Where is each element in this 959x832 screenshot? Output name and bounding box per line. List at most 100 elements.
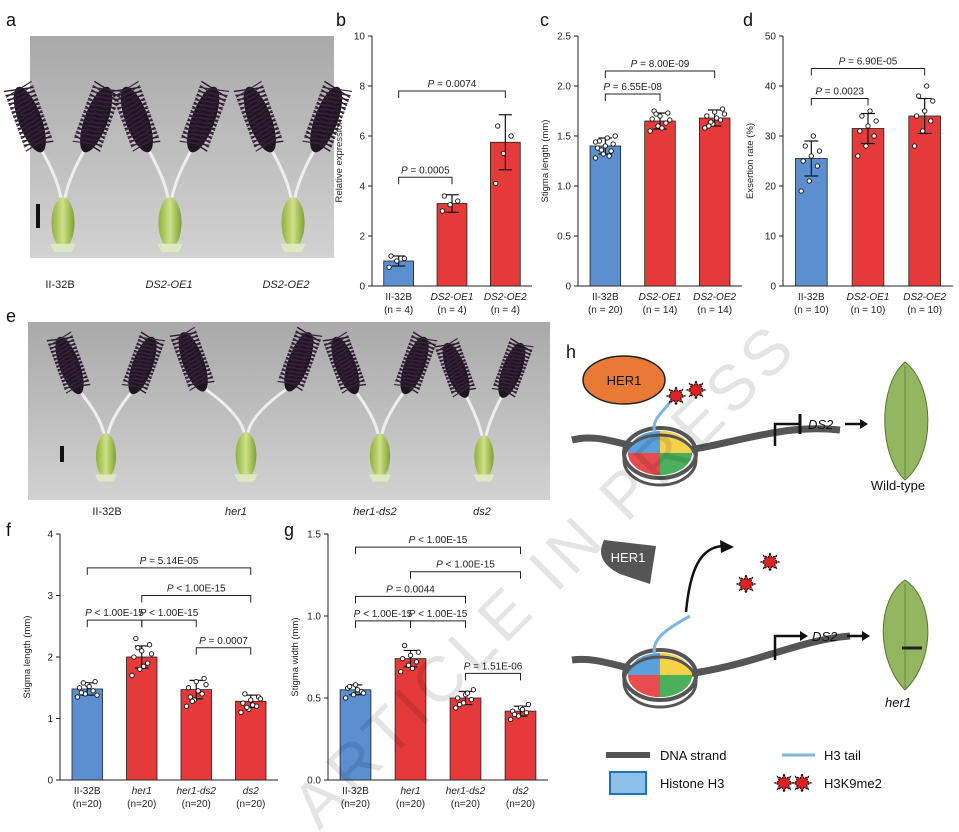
panel-label-d: d [743,10,753,30]
sample-count: (n=20) [506,799,535,810]
p-value-label: P < 1.00E-15 [354,609,413,620]
data-point [195,688,201,694]
panel-label-a: a [6,10,17,30]
y-tick-label: 0.5 [557,232,571,243]
data-point [721,111,728,117]
data-point [493,180,499,187]
y-tick-label: 4 [47,530,53,541]
data-point [244,704,250,711]
data-point [859,113,865,119]
y-axis-label: Relative expression [334,120,345,203]
significance-bracket [86,567,252,575]
her1-protein [582,355,666,405]
legend-mark-swatch [773,772,795,794]
ds2-label-bottom: DS2 [812,629,838,644]
data-point [401,255,408,262]
x-tick-label: ds2 [243,786,260,797]
chart-g-stigma-width: 0.0 0.5 1.0 1.5 Stigma width (mm) II-32B (n=20… [290,530,548,810]
data-point [610,141,616,147]
bar [436,203,468,287]
data-point [928,118,934,124]
data-point [508,133,514,139]
her1-label-bottom: HER1 [611,550,646,565]
panel-label-b: b [336,10,346,30]
y-tick-label: 2 [359,232,365,243]
pistil-wildtype [884,361,929,481]
data-point [405,662,412,668]
sample-count: (n = 10) [907,305,942,316]
y-tick-label: 0 [770,282,776,293]
data-point [871,133,877,139]
y-tick-label: 2.0 [557,82,571,93]
panel-label-f: f [6,520,12,540]
significance-bracket [410,571,521,579]
chart-c-stigma-length: 0 0.5 1.0 1.5 2.0 2.5 Stigma length (mm) II-32B… [540,32,742,316]
significance-bracket [410,620,466,628]
repressed-promoter [773,422,800,446]
data-point [248,697,254,703]
x-tick-label: her1-ds2 [446,786,486,797]
data-point [519,706,526,713]
data-point [388,253,394,259]
sample-count: (n=20) [236,799,265,810]
y-tick-label: 1.5 [557,132,571,143]
y-tick-label: 1.0 [557,182,571,193]
y-axis-label: Stigma length (mm) [540,120,551,203]
h3k9me2-mark [735,573,757,595]
data-point [810,133,817,139]
data-point [131,654,137,660]
data-point [606,153,612,159]
p-value-label: P = 0.0023 [815,87,864,98]
x-tick-label: II-32B [798,292,825,303]
photo-a-label-2: DS2-OE2 [262,279,309,291]
data-point [74,694,81,700]
x-tick-label: her1 [400,786,420,797]
data-point [863,143,869,149]
x-tick-label: ds2 [512,786,529,797]
y-tick-label: 2 [47,653,53,664]
nucleosome-top [622,426,698,487]
data-point [90,688,96,694]
sample-count: (n = 10) [851,305,886,316]
data-point [139,648,145,654]
data-point [455,198,461,204]
h3k9me2-mark [665,385,687,407]
legend-mark: H3K9me2 [824,776,882,791]
data-point [452,705,459,711]
data-point [468,696,475,703]
data-point [354,687,361,693]
y-tick-label: 6 [359,132,365,143]
bar [908,115,941,287]
sample-count: (n=20) [396,799,425,810]
data-point [649,116,655,122]
data-point [346,683,353,690]
y-tick-label: 3 [47,591,53,602]
y-tick-label: 1.5 [307,530,321,541]
data-point [413,659,420,665]
nucleosome-bottom [622,648,698,709]
data-point [708,119,714,125]
p-value-label: P < 1.00E-15 [409,535,468,546]
data-point [525,701,532,708]
y-axis-label: Exsertion rate (%) [745,123,756,199]
data-point [129,672,135,679]
p-value-label: P = 0.0044 [386,584,435,595]
legend-mark-swatch [791,772,813,794]
data-point [913,113,920,119]
data-point [185,685,192,691]
x-tick-label: II-32B [385,292,412,303]
data-point [397,669,404,675]
x-tick-label: her1-ds2 [177,786,217,797]
panel-label-g: g [284,520,294,540]
dna-strand [571,632,851,678]
data-point [464,690,471,696]
data-point [401,642,408,649]
significance-bracket [604,93,661,101]
y-tick-label: 40 [765,82,777,93]
data-point [712,109,718,115]
h3-tail [652,614,691,655]
demethylation-arrow [684,544,723,613]
data-point [439,208,446,214]
bar [589,145,622,287]
